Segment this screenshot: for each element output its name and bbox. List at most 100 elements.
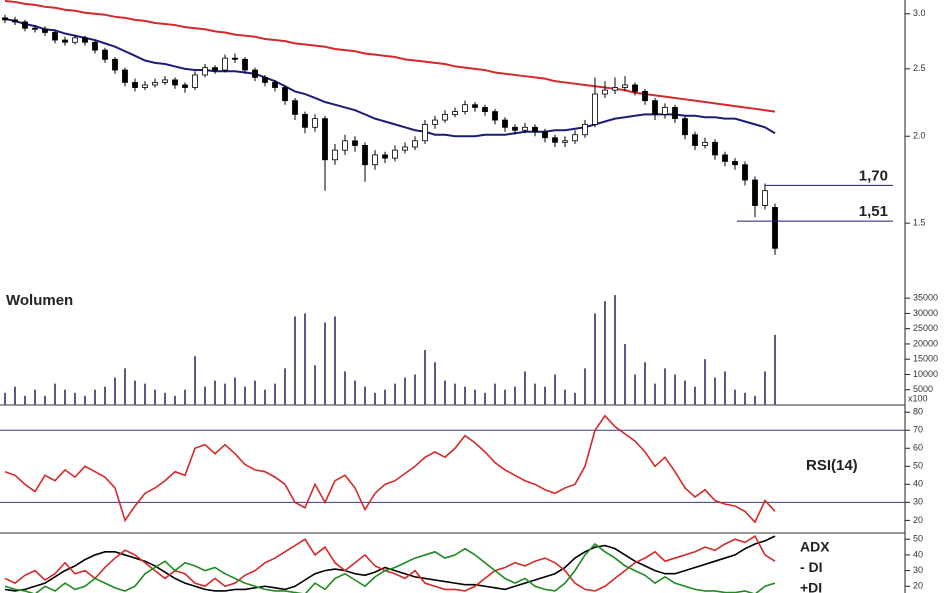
candle-body <box>322 118 328 161</box>
volume-bar <box>554 374 556 405</box>
y-tick-label: 70 <box>913 425 923 435</box>
candle-body <box>112 58 118 71</box>
legend-label: +DI <box>800 580 822 593</box>
candle-body <box>192 74 198 88</box>
candle-body <box>392 149 398 159</box>
candle-body <box>722 154 728 162</box>
volume-bar <box>184 389 186 405</box>
volume-bar <box>254 380 256 405</box>
volume-bar <box>464 386 466 405</box>
panel-title: Wolumen <box>6 292 73 309</box>
candle-body <box>512 126 518 131</box>
candle-body <box>282 87 288 102</box>
volume-bar <box>534 383 536 405</box>
volume-bar <box>684 380 686 405</box>
candle-body <box>712 141 718 156</box>
candle-body <box>132 82 138 88</box>
candle-body <box>2 17 8 21</box>
volume-bar <box>584 368 586 405</box>
volume-bar <box>4 392 6 405</box>
volume-bar <box>214 380 216 405</box>
volume-bar <box>224 383 226 405</box>
indicator-line <box>4 17 776 138</box>
volume-bar <box>124 368 126 405</box>
y-tick-label: 5000 <box>913 384 933 394</box>
volume-bar <box>454 383 456 405</box>
volume-bar <box>544 386 546 405</box>
candle-body <box>412 140 418 148</box>
candle-body <box>692 134 698 146</box>
volume-bar <box>94 389 96 405</box>
volume-bar <box>264 389 266 405</box>
candle-body <box>142 84 148 88</box>
indicator-line <box>4 414 776 524</box>
volume-bar <box>174 395 176 405</box>
y-tick-label: 30 <box>913 565 923 575</box>
candle-body <box>82 37 88 43</box>
candle-body <box>492 111 498 121</box>
volume-bar <box>294 316 296 405</box>
volume-bar <box>654 383 656 405</box>
volume-bar <box>624 343 626 405</box>
volume-bar <box>674 374 676 405</box>
volume-bar <box>54 383 56 405</box>
candle-body <box>372 154 378 166</box>
candle-body <box>642 91 648 102</box>
y-tick-label: 25000 <box>913 323 938 333</box>
candle-body <box>452 111 458 115</box>
volume-bar <box>754 395 756 405</box>
volume-bar <box>154 389 156 405</box>
volume-bar <box>314 365 316 405</box>
volume-bar <box>364 386 366 405</box>
volume-bar <box>104 386 106 405</box>
indicator-line <box>4 542 776 593</box>
volume-bar <box>194 356 196 405</box>
candle-body <box>202 67 208 76</box>
unit-label: x100 <box>908 393 928 403</box>
candle-body <box>502 119 508 128</box>
y-tick-label: 20 <box>913 515 923 525</box>
y-tick-label: 50 <box>913 534 923 544</box>
candle-body <box>12 19 18 23</box>
level-label: 1,51 <box>859 203 888 220</box>
volume-bar <box>404 377 406 405</box>
volume-bar <box>414 374 416 405</box>
volume-bar <box>304 313 306 405</box>
candle-body <box>42 28 48 33</box>
volume-bar <box>524 371 526 405</box>
y-tick-label: 30 <box>913 497 923 507</box>
volume-bar <box>84 395 86 405</box>
volume-bar <box>724 371 726 405</box>
candle-body <box>572 134 578 142</box>
candle-body <box>152 82 158 86</box>
candle-body <box>432 119 438 125</box>
candle-body <box>342 140 348 151</box>
candle-body <box>622 84 628 88</box>
candle-body <box>472 104 478 108</box>
candle-body <box>22 21 28 29</box>
volume-bar <box>664 368 666 405</box>
volume-bar <box>114 377 116 405</box>
candle-body <box>462 104 468 112</box>
y-tick-label: 35000 <box>913 293 938 303</box>
y-tick-label: 3.0 <box>913 8 926 18</box>
candle-body <box>222 57 228 71</box>
candle-body <box>302 113 308 128</box>
volume-bar <box>424 350 426 405</box>
candle-body <box>662 107 668 115</box>
candle-body <box>242 58 248 71</box>
volume-bar <box>344 371 346 405</box>
candle-body <box>542 131 548 139</box>
candle-body <box>482 107 488 112</box>
volume-bar <box>74 392 76 405</box>
candle-body <box>382 154 388 159</box>
volume-bar <box>644 362 646 405</box>
volume-bar <box>484 392 486 405</box>
candle-body <box>732 161 738 166</box>
candle-body <box>102 49 108 60</box>
volume-bar <box>614 295 616 405</box>
candle-body <box>612 87 618 91</box>
y-tick-label: 40 <box>913 479 923 489</box>
volume-bar <box>394 383 396 405</box>
